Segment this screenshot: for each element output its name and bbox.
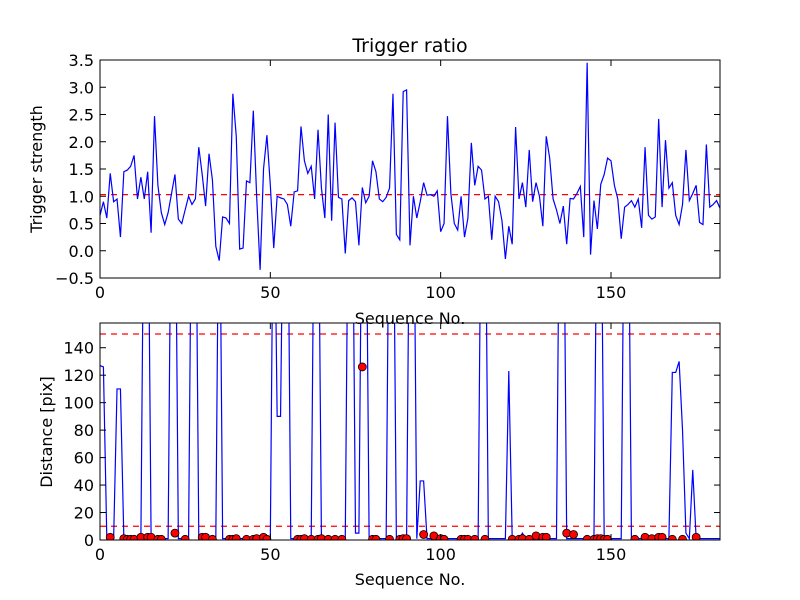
- series-line: [100, 323, 720, 540]
- scatter-point: [480, 534, 490, 540]
- y-tick-label: 140: [63, 339, 94, 358]
- bottom-panel: Distance [pix] Sequence No. 0 50 100 150 0 20…: [37, 322, 721, 589]
- scatter-point: [691, 532, 701, 540]
- scatter-point: [402, 534, 411, 540]
- scatter-point: [524, 534, 534, 540]
- y-axis-label: Trigger strength: [27, 105, 46, 234]
- x-tick-label: 100: [425, 283, 456, 302]
- scatter-point: [470, 534, 480, 540]
- series-group: [100, 62, 720, 270]
- y-axis-label: Distance [pix]: [37, 376, 56, 488]
- scatter-point: [603, 534, 612, 540]
- scatter-point: [630, 534, 640, 540]
- scatter-point: [105, 532, 115, 540]
- scatter-point: [667, 534, 677, 540]
- plot-frame: [99, 322, 721, 541]
- x-tick-label: 50: [260, 283, 280, 302]
- x-tick-label: 150: [596, 283, 627, 302]
- y-tick-label: 2.5: [69, 106, 94, 125]
- scatter-point: [156, 534, 166, 540]
- axes: 0 50 100 150 −0.5 0.0 0.5 1.0 1.5 2.0 2.5 3.0 3.5: [55, 51, 721, 302]
- y-tick-label: 0.0: [69, 242, 94, 261]
- x-tick-label: 100: [425, 545, 456, 564]
- y-tick-label: 0: [84, 531, 94, 550]
- series-line: [100, 62, 720, 270]
- y-tick-label: 100: [63, 394, 94, 413]
- scatter-point: [337, 534, 347, 540]
- reference-lines: [100, 333, 720, 527]
- y-tick-label: 120: [63, 366, 94, 385]
- series-group: [100, 323, 720, 540]
- scatter-point: [439, 534, 449, 540]
- x-tick-label: 150: [596, 545, 627, 564]
- scatter-point: [385, 534, 394, 540]
- x-axis-label: Sequence No.: [355, 309, 466, 328]
- scatter-point: [541, 532, 551, 540]
- y-tick-label: 2.0: [69, 133, 94, 152]
- x-axis-label: Sequence No.: [355, 570, 466, 589]
- axes: 0 50 100 150 0 20 40 60 80 100 120 140: [63, 322, 721, 564]
- y-tick-label: 3.0: [69, 78, 94, 97]
- x-tick-label: 0: [95, 283, 105, 302]
- scatter-point: [419, 530, 429, 539]
- scatter-point: [371, 534, 381, 540]
- y-tick-label: 1.0: [69, 187, 94, 206]
- y-tick-label: 80: [74, 421, 94, 440]
- scatter-point: [678, 534, 687, 540]
- y-tick-label: 40: [74, 476, 94, 495]
- y-tick-label: 60: [74, 449, 94, 468]
- chart-title: Trigger ratio: [351, 35, 467, 57]
- scatter-point: [569, 530, 578, 539]
- x-tick-label: 0: [95, 545, 105, 564]
- y-tick-label: 0.5: [69, 215, 94, 234]
- scatter-point: [180, 534, 190, 540]
- x-tick-label: 50: [260, 545, 280, 564]
- y-tick-label: 3.5: [69, 51, 94, 70]
- scatter-markers: [105, 362, 701, 540]
- y-tick-label: 20: [74, 504, 94, 523]
- y-tick-label: 1.5: [69, 160, 94, 179]
- top-panel: Trigger ratio Trigger strength Sequence …: [27, 35, 721, 328]
- scatter-point: [208, 534, 217, 540]
- scatter-point: [262, 534, 272, 540]
- scatter-point: [657, 532, 667, 540]
- scatter-point: [357, 362, 367, 372]
- y-tick-label: −0.5: [55, 269, 94, 288]
- scatter-point: [170, 528, 180, 538]
- scatter-point: [231, 534, 241, 540]
